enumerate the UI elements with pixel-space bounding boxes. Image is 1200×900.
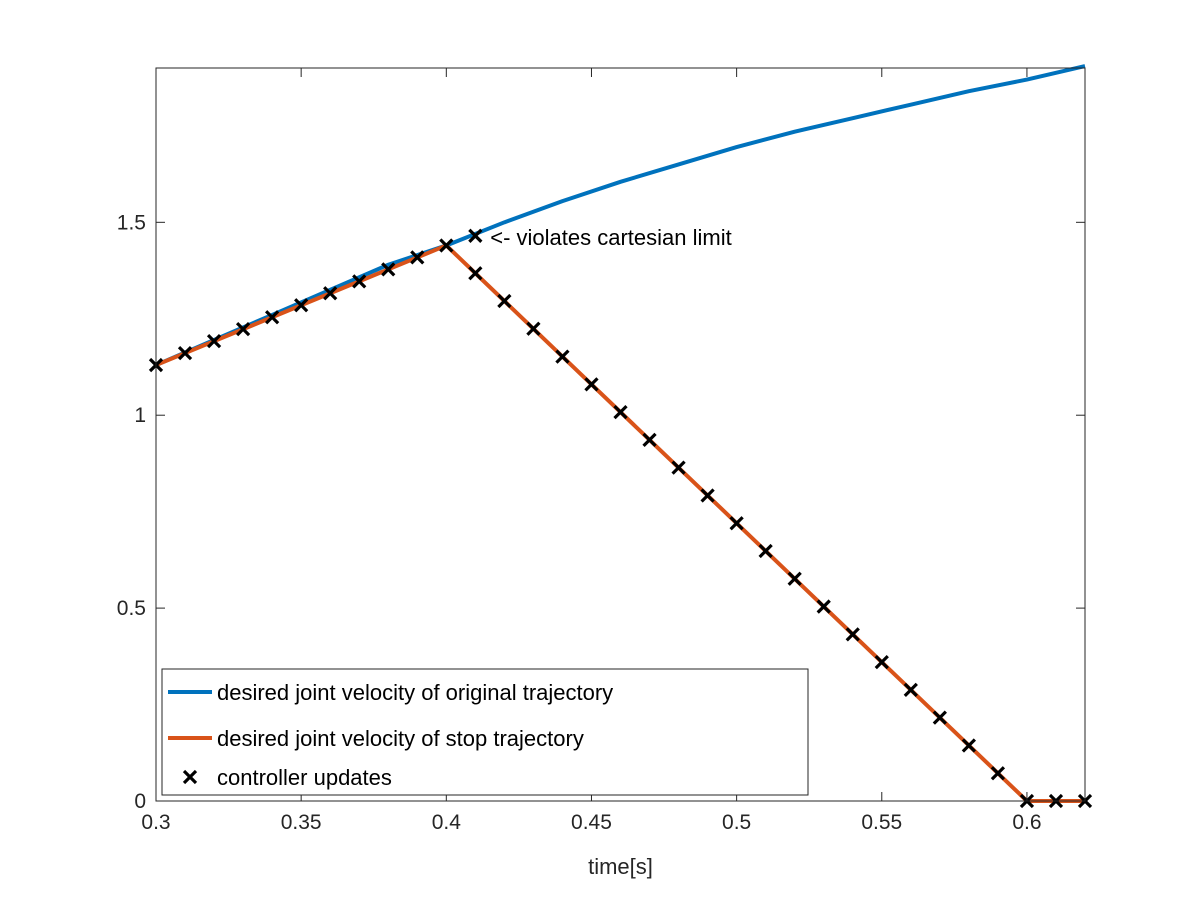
data-point-marker xyxy=(381,262,396,277)
data-point-marker xyxy=(903,682,918,698)
data-point-marker xyxy=(235,322,251,337)
data-point-marker xyxy=(932,710,947,725)
legend-item-desired-joint-velocity-of-original-trajectory: desired joint velocity of original traje… xyxy=(168,680,613,705)
data-point-marker xyxy=(264,310,280,325)
series-markers-controller-updates xyxy=(148,228,1093,809)
data-point-marker xyxy=(439,238,454,253)
x-tick-label: 0.55 xyxy=(861,811,902,834)
y-tick-label: 1.5 xyxy=(117,211,146,234)
legend: desired joint velocity of original traje… xyxy=(161,668,809,796)
data-point-marker xyxy=(323,286,338,301)
legend-item-controller-updates: controller updates xyxy=(182,765,392,790)
x-tick-label: 0.3 xyxy=(141,811,170,834)
y-tick-label: 0 xyxy=(134,790,146,813)
plot-area xyxy=(148,64,1093,809)
data-point-marker xyxy=(410,250,425,265)
data-point-marker xyxy=(352,274,367,289)
data-point-marker xyxy=(845,627,860,642)
x-tick-label: 0.45 xyxy=(571,811,612,834)
x-tick-label: 0.35 xyxy=(281,811,322,834)
legend-label: controller updates xyxy=(217,765,392,790)
data-point-marker xyxy=(468,266,483,281)
data-point-marker xyxy=(700,488,715,503)
data-point-marker xyxy=(177,345,193,361)
annotation-text: <- violates cartesian limit xyxy=(490,225,731,250)
data-point-marker xyxy=(816,599,831,614)
data-point-marker xyxy=(758,543,773,559)
x-tick-label: 0.5 xyxy=(722,811,751,834)
y-ticks: 0 0.5 1 1.5 xyxy=(117,211,1085,813)
axes xyxy=(155,67,1086,802)
y-tick-label: 0.5 xyxy=(117,597,146,620)
data-point-marker xyxy=(555,349,570,364)
data-point-marker xyxy=(874,654,889,670)
data-point-marker xyxy=(294,298,309,313)
legend-swatch xyxy=(182,769,198,785)
x-ticks: 0.3 0.35 0.4 0.45 0.5 0.55 0.6 xyxy=(141,68,1042,834)
data-point-marker xyxy=(671,460,686,475)
data-point-marker xyxy=(526,321,541,336)
data-point-marker xyxy=(468,228,483,243)
x-axis-label: time[s] xyxy=(588,854,653,879)
legend-label: desired joint velocity of stop trajector… xyxy=(217,726,584,751)
legend-box xyxy=(161,668,809,796)
x-tick-label: 0.4 xyxy=(432,811,462,834)
data-point-marker xyxy=(613,404,628,420)
y-tick-label: 1 xyxy=(134,404,146,427)
series-line-desired-joint-velocity-of-original-trajectory xyxy=(155,64,1086,367)
data-point-marker xyxy=(961,738,977,753)
legend-label: desired joint velocity of original traje… xyxy=(217,680,613,705)
data-point-marker xyxy=(497,293,512,309)
data-point-marker xyxy=(729,516,744,531)
annotations: <- violates cartesian limit xyxy=(490,225,731,250)
legend-item-desired-joint-velocity-of-stop-trajectory: desired joint velocity of stop trajector… xyxy=(168,726,584,751)
data-point-marker xyxy=(990,766,1006,781)
data-point-marker xyxy=(642,432,657,448)
data-point-marker xyxy=(206,334,222,349)
data-point-marker xyxy=(584,377,599,392)
data-point-marker xyxy=(787,571,802,586)
axes-box xyxy=(155,67,1086,802)
x-tick-label: 0.6 xyxy=(1012,811,1041,834)
